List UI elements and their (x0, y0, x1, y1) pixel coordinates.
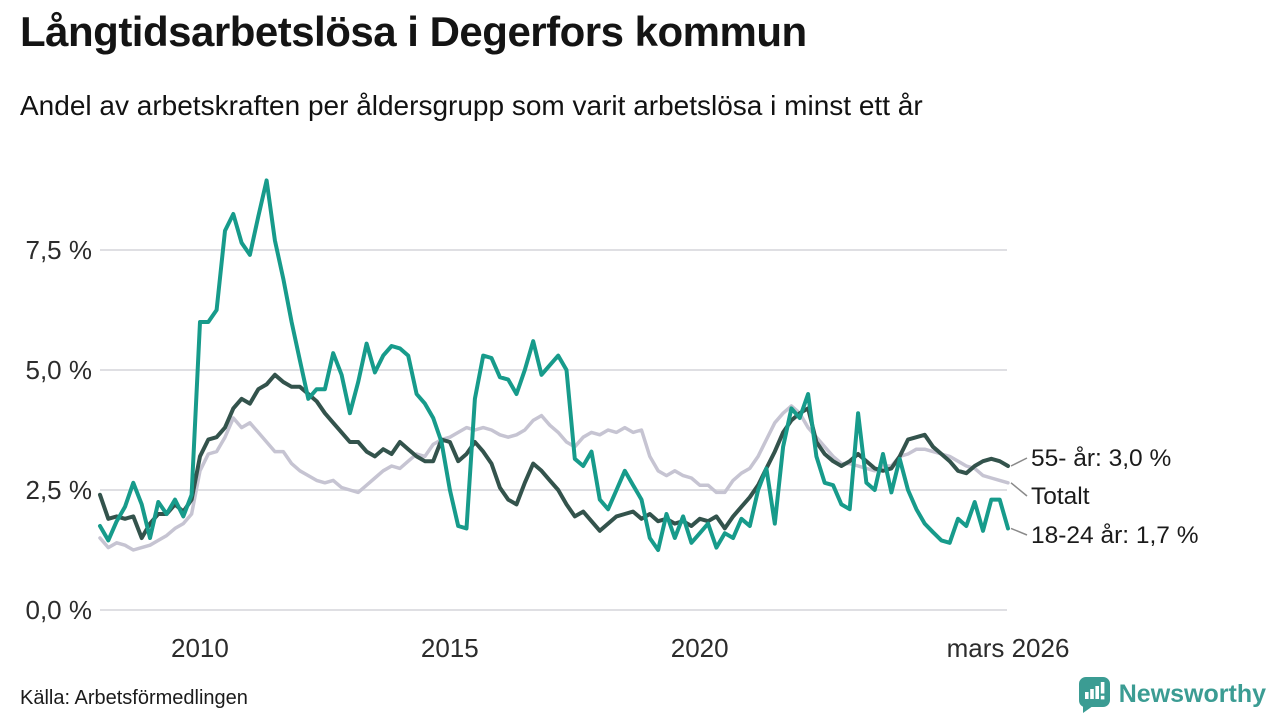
x-axis-tick-label: 2010 (171, 633, 229, 663)
x-axis-tick-label: 2015 (421, 633, 479, 663)
series-end-label: 55- år: 3,0 % (1031, 445, 1171, 472)
page-title: Långtidsarbetslösa i Degerfors kommun (20, 8, 807, 55)
newsworthy-icon (1078, 677, 1110, 713)
series-line-Totalt (98, 404, 1010, 552)
y-axis-tick-label: 2,5 % (26, 475, 93, 505)
series-line-18-24-år (98, 178, 1010, 552)
newsworthy-wordmark: Newsworthy (1118, 680, 1266, 708)
x-axis-tick-label: 2020 (671, 633, 729, 663)
series-end-label: 18-24 år: 1,7 % (1031, 522, 1199, 549)
series-end-label: Totalt (1031, 483, 1090, 510)
source-note: Källa: Arbetsförmedlingen (20, 687, 248, 709)
newsworthy-logo: Newsworthy (1078, 676, 1266, 713)
label-leader-line (1010, 457, 1028, 467)
series-line-55--år (98, 372, 1010, 540)
x-axis-tick-label: mars 2026 (947, 633, 1070, 663)
y-axis-tick-label: 0,0 % (26, 595, 93, 625)
label-leader-line (1010, 482, 1028, 497)
y-axis-tick-label: 5,0 % (26, 355, 93, 385)
label-leader-line (1010, 527, 1028, 536)
y-axis-tick-label: 7,5 % (26, 235, 93, 265)
chart-subtitle: Andel av arbetskraften per åldersgrupp s… (20, 90, 923, 121)
